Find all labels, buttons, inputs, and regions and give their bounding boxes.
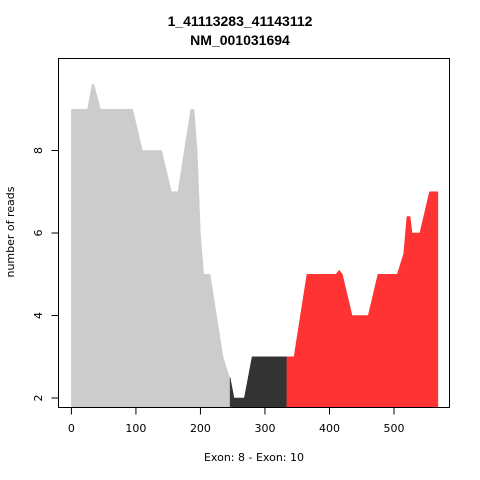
chart-title: 1_41113283_41143112	[168, 13, 313, 29]
x-tick-label: 100	[125, 422, 146, 435]
x-tick-label: 300	[254, 422, 275, 435]
x-tick-label: 200	[190, 422, 211, 435]
x-tick-label: 0	[68, 422, 75, 435]
area-series-2	[286, 191, 439, 408]
x-tick-label: 500	[384, 422, 405, 435]
chart-subtitle: NM_001031694	[190, 32, 290, 48]
x-axis: 0 100 200 300 400 500	[68, 407, 405, 435]
y-axis-label: number of reads	[4, 186, 17, 277]
area-series-0	[71, 84, 231, 408]
y-tick-label: 8	[32, 147, 45, 154]
area-series-1	[229, 356, 288, 408]
area-series-group	[71, 84, 439, 408]
y-tick-label: 6	[32, 230, 45, 237]
y-axis: 2 4 6 8	[32, 147, 59, 402]
x-tick-label: 400	[319, 422, 340, 435]
y-tick-label: 4	[32, 312, 45, 319]
y-tick-label: 2	[32, 395, 45, 402]
x-axis-label: Exon: 8 - Exon: 10	[204, 451, 304, 464]
